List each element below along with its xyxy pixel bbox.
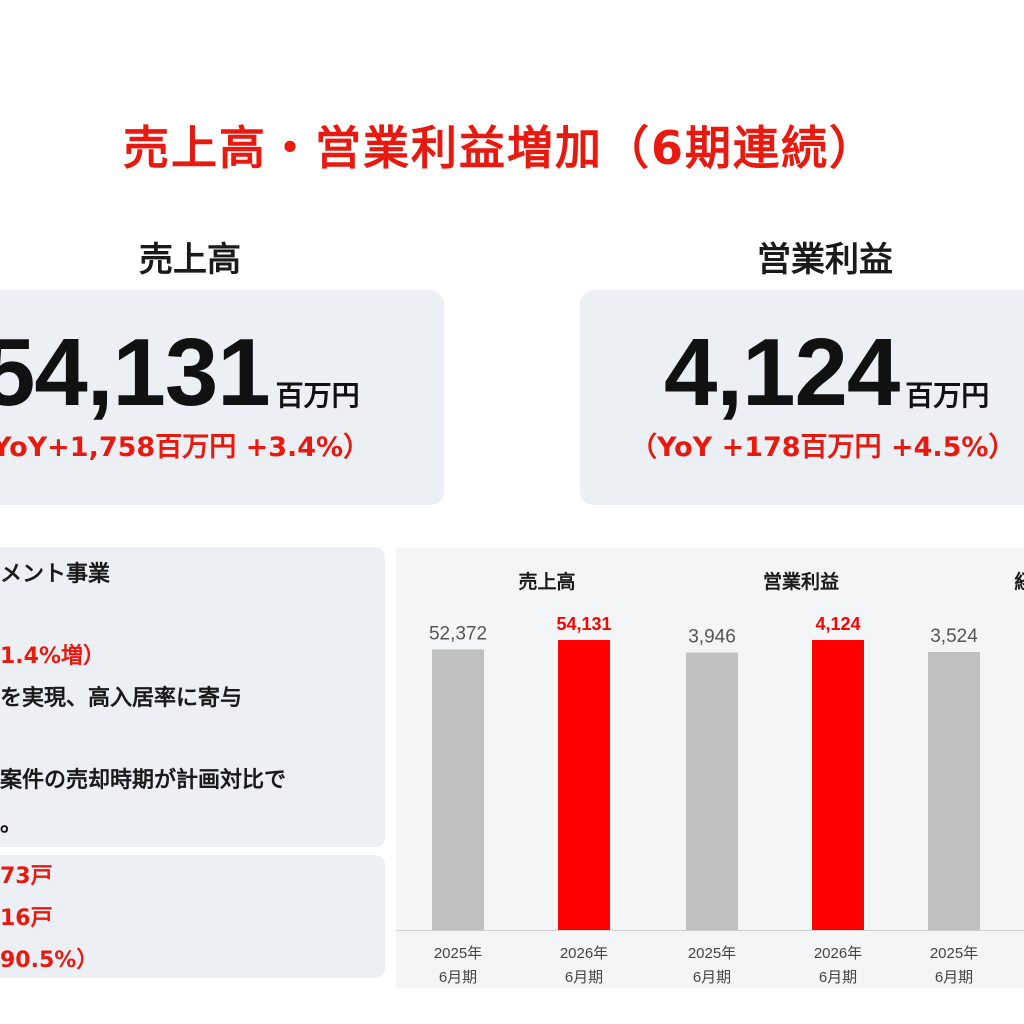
chart-category-label: 6月期 xyxy=(935,969,973,986)
chart-value-label: 3,524 xyxy=(930,626,978,647)
segment-growth: 1.4%増） xyxy=(0,644,106,669)
sales-yoy: YoY+1,758百万円 +3.4%） xyxy=(0,432,371,463)
chart-title: 営業利益 xyxy=(763,570,839,593)
chart-category-label: 2025年 xyxy=(930,945,978,962)
chart-category-label: 2026年 xyxy=(814,945,862,962)
chart-bar xyxy=(686,652,738,930)
op-income-value: 4,124 xyxy=(664,319,900,426)
op-income-unit: 百万円 xyxy=(905,379,990,412)
chart-category-label: 2025年 xyxy=(434,945,482,962)
chart-value-label: 54,131 xyxy=(556,614,611,634)
chart-title: 売上高 xyxy=(518,570,575,593)
segment-stats-card xyxy=(0,855,385,978)
op-income-value-line: 4,124 百万円 xyxy=(664,318,989,428)
segment-stat-1: 73戸 xyxy=(0,864,53,889)
op-income-yoy: （YoY +178百万円 +4.5%） xyxy=(630,432,1016,463)
sales-value: 54,131 xyxy=(0,319,271,426)
op-income-card xyxy=(580,290,1024,505)
page-title: 売上高・営業利益増加（6期連続） xyxy=(122,121,877,175)
chart-value-label: 4,124 xyxy=(815,614,860,634)
chart-value-label: 3,946 xyxy=(688,627,736,648)
sales-card xyxy=(0,290,444,505)
chart-category-label: 2025年 xyxy=(688,945,736,962)
chart-category-label: 2026年 xyxy=(560,945,608,962)
sales-value-line: 54,131 百万円 xyxy=(0,318,360,428)
chart-category-label: 6月期 xyxy=(693,969,731,986)
segment-note-3: 。 xyxy=(0,812,23,837)
chart-bar xyxy=(928,652,980,930)
chart-bar xyxy=(812,640,864,930)
segment-note-2: 案件の売却時期が計画対比で xyxy=(0,768,287,793)
chart-category-label: 6月期 xyxy=(565,969,603,986)
segment-card xyxy=(0,547,385,847)
segment-stat-3: 90.5%） xyxy=(0,948,99,973)
chart-value-label: 52,372 xyxy=(429,623,487,644)
chart-category-label: 6月期 xyxy=(819,969,857,986)
segment-note-1: を実現、高入居率に寄与 xyxy=(0,686,243,711)
segment-stat-2: 16戸 xyxy=(0,906,53,931)
sales-heading: 売上高 xyxy=(139,240,241,280)
chart-title: 経常利 xyxy=(1014,570,1024,593)
chart-bar xyxy=(558,640,610,930)
sales-unit: 百万円 xyxy=(275,379,360,412)
segment-heading: メント事業 xyxy=(0,562,111,587)
op-income-heading: 営業利益 xyxy=(757,240,893,280)
chart-category-label: 6月期 xyxy=(439,969,477,986)
chart-bar xyxy=(432,649,484,930)
